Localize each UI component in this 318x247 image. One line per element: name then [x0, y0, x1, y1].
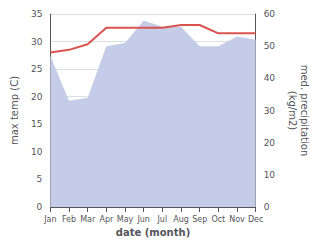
- svg-text:60: 60: [264, 9, 276, 19]
- svg-text:25: 25: [31, 64, 42, 74]
- svg-text:Jan: Jan: [43, 215, 56, 224]
- svg-text:5: 5: [37, 174, 43, 184]
- svg-text:30: 30: [31, 37, 43, 47]
- svg-text:35: 35: [31, 9, 42, 19]
- svg-text:Sep: Sep: [192, 215, 207, 224]
- svg-text:max temp (C): max temp (C): [9, 76, 20, 145]
- svg-text:Dec: Dec: [248, 215, 263, 224]
- svg-text:Jun: Jun: [136, 215, 150, 224]
- svg-text:May: May: [117, 215, 134, 224]
- svg-text:med. precipitation: med. precipitation: [299, 65, 310, 157]
- svg-text:date (month): date (month): [116, 227, 190, 238]
- svg-text:40: 40: [264, 73, 276, 83]
- svg-text:Oct: Oct: [211, 215, 225, 224]
- svg-text:30: 30: [264, 106, 276, 116]
- svg-text:10: 10: [31, 147, 43, 157]
- svg-text:0: 0: [264, 202, 270, 212]
- svg-text:20: 20: [264, 138, 276, 148]
- svg-text:Nov: Nov: [229, 215, 245, 224]
- svg-text:15: 15: [31, 119, 42, 129]
- svg-text:Aug: Aug: [173, 215, 189, 224]
- svg-text:50: 50: [264, 41, 276, 51]
- svg-text:20: 20: [31, 92, 43, 102]
- svg-text:Apr: Apr: [99, 215, 114, 224]
- svg-text:10: 10: [264, 170, 276, 180]
- svg-text:Mar: Mar: [80, 215, 96, 224]
- svg-text:0: 0: [37, 202, 43, 212]
- svg-text:Feb: Feb: [62, 215, 76, 224]
- svg-text:Jul: Jul: [157, 215, 168, 224]
- svg-text:(kg/m2): (kg/m2): [287, 91, 298, 131]
